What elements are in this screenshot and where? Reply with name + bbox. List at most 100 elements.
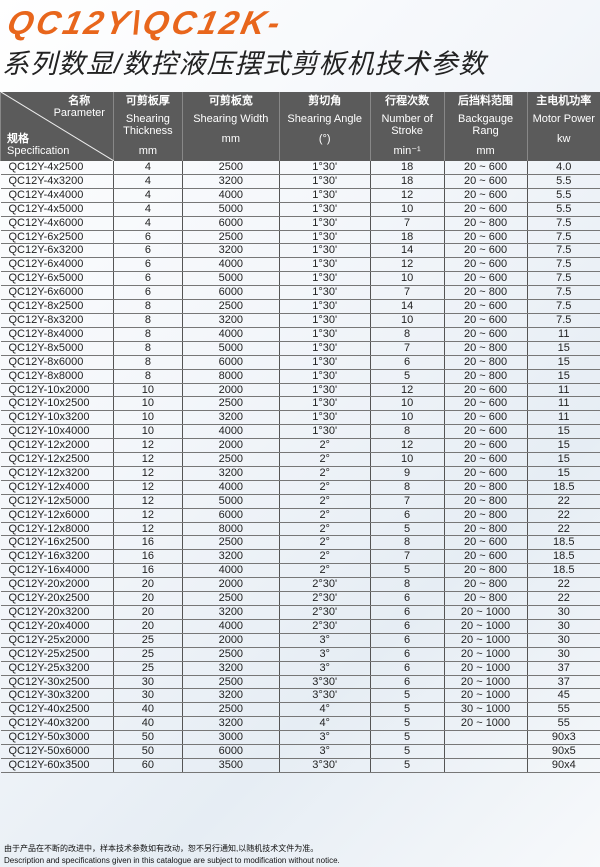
cell-model: QC12Y-20x2500 [0, 591, 114, 606]
cell-backgauge: 20 ~ 600 [443, 188, 528, 203]
cell-motor: 7.5 [526, 313, 600, 328]
cell-model: QC12Y-50x3000 [0, 730, 114, 746]
table-row: QC12Y-25x3200 25 3200 3° 6 20 ~ 1000 37 [0, 661, 600, 676]
cell-backgauge: 20 ~ 800 [443, 341, 528, 356]
parameter-en: Parameter [53, 107, 105, 119]
table-row: QC12Y-6x3200 6 3200 1°30' 14 20 ~ 600 7.5 [0, 243, 600, 259]
cell-backgauge: 20 ~ 800 [443, 494, 528, 509]
parameter-label: 名称 Parameter [54, 95, 105, 119]
cell-stroke: 14 [369, 299, 445, 314]
header-angle: 剪切角 Shearing Angle (°) [278, 92, 371, 161]
cell-motor: 5.5 [526, 188, 600, 203]
cell-backgauge: 20 ~ 1000 [443, 716, 528, 732]
cell-width: 3200 [181, 313, 280, 328]
cell-angle: 2° [278, 535, 371, 551]
cell-model: QC12Y-30x3200 [0, 688, 114, 704]
cell-motor: 18.5 [526, 549, 600, 565]
table-row: QC12Y-8x3200 8 3200 1°30' 10 20 ~ 600 7.5 [0, 313, 600, 328]
cell-motor: 18.5 [526, 535, 600, 551]
cell-model: QC12Y-10x4000 [0, 424, 114, 440]
cell-stroke: 10 [369, 396, 445, 412]
header-cn: 行程次数 [385, 95, 430, 107]
cell-motor: 11 [526, 396, 600, 412]
cell-thickness: 12 [112, 438, 183, 454]
cell-motor: 5.5 [526, 202, 600, 217]
cell-stroke: 5 [369, 563, 445, 579]
table-row: QC12Y-50x3000 50 3000 3° 5 90x3 [0, 730, 600, 746]
cell-width: 3200 [181, 243, 280, 259]
cell-motor: 15 [526, 369, 600, 384]
cell-model: QC12Y-4x5000 [0, 202, 114, 217]
table-row: QC12Y-4x2500 4 2500 1°30' 18 20 ~ 600 4.0 [0, 161, 600, 175]
cell-thickness: 12 [112, 522, 183, 537]
cell-stroke: 6 [369, 508, 445, 523]
header-en: Shearing Width [193, 113, 269, 125]
cell-motor: 15 [526, 452, 600, 467]
cell-thickness: 20 [112, 591, 183, 606]
cell-backgauge: 20 ~ 800 [443, 563, 528, 579]
header-en: Shearing Angle [287, 113, 363, 125]
cell-backgauge: 20 ~ 600 [443, 424, 528, 440]
cell-motor: 11 [526, 410, 600, 426]
table-row: QC12Y-50x6000 50 6000 3° 5 90x5 [0, 744, 600, 759]
cell-angle: 1°30' [278, 327, 371, 342]
cell-backgauge: 20 ~ 600 [443, 438, 528, 454]
cell-width: 2500 [181, 299, 280, 314]
cell-thickness: 50 [112, 730, 183, 746]
table-row: QC12Y-8x2500 8 2500 1°30' 14 20 ~ 600 7.5 [0, 299, 600, 314]
cell-width: 2500 [181, 396, 280, 412]
cell-model: QC12Y-12x3200 [0, 466, 114, 481]
spec-table: 名称 Parameter 规格 Specification 可剪板厚 Sheari… [0, 92, 600, 773]
cell-backgauge: 20 ~ 800 [443, 216, 528, 231]
header-stroke: 行程次数 Number of Stroke min⁻¹ [369, 92, 445, 161]
cell-motor: 7.5 [526, 285, 600, 301]
specification-en: Specification [7, 145, 70, 157]
cell-model: QC12Y-12x5000 [0, 494, 114, 509]
cell-width: 4000 [181, 619, 280, 634]
cell-model: QC12Y-6x4000 [0, 257, 114, 273]
cell-backgauge: 20 ~ 800 [443, 355, 528, 370]
cell-width: 2500 [181, 452, 280, 467]
cell-stroke: 5 [369, 758, 445, 773]
cell-thickness: 12 [112, 452, 183, 467]
table-row: QC12Y-30x2500 30 2500 3°30' 6 20 ~ 1000 37 [0, 675, 600, 690]
cell-thickness: 20 [112, 577, 183, 593]
cell-backgauge: 20 ~ 1000 [443, 675, 528, 690]
cell-model: QC12Y-16x2500 [0, 535, 114, 551]
cell-width: 5000 [181, 271, 280, 287]
cell-angle: 1°30' [278, 216, 371, 231]
cell-angle: 1°30' [278, 230, 371, 245]
table-row: QC12Y-4x3200 4 3200 1°30' 18 20 ~ 600 5.5 [0, 174, 600, 189]
cell-motor: 37 [526, 661, 600, 676]
cell-backgauge: 20 ~ 800 [443, 591, 528, 606]
cell-stroke: 5 [369, 730, 445, 746]
cell-model: QC12Y-40x3200 [0, 716, 114, 732]
table-row: QC12Y-6x6000 6 6000 1°30' 7 20 ~ 800 7.5 [0, 285, 600, 301]
cell-thickness: 10 [112, 410, 183, 426]
cell-angle: 1°30' [278, 174, 371, 189]
cell-model: QC12Y-8x2500 [0, 299, 114, 314]
cell-angle: 1°30' [278, 410, 371, 426]
table-row: QC12Y-12x6000 12 6000 2° 6 20 ~ 800 22 [0, 508, 600, 523]
cell-angle: 2° [278, 452, 371, 467]
cell-backgauge: 20 ~ 800 [443, 522, 528, 537]
cell-stroke: 5 [369, 522, 445, 537]
cell-stroke: 7 [369, 494, 445, 509]
cell-backgauge: 20 ~ 600 [443, 549, 528, 565]
table-row: QC12Y-12x4000 12 4000 2° 8 20 ~ 800 18.5 [0, 480, 600, 495]
cell-width: 2500 [181, 591, 280, 606]
cell-model: QC12Y-8x4000 [0, 327, 114, 342]
cell-model: QC12Y-25x2500 [0, 647, 114, 662]
cell-angle: 1°30' [278, 396, 371, 412]
cell-model: QC12Y-16x3200 [0, 549, 114, 565]
cell-width: 6000 [181, 285, 280, 301]
cell-width: 2500 [181, 161, 280, 175]
cell-stroke: 18 [369, 161, 445, 175]
table-row: QC12Y-12x8000 12 8000 2° 5 20 ~ 800 22 [0, 522, 600, 537]
cell-angle: 3° [278, 633, 371, 648]
cell-motor: 55 [526, 702, 600, 718]
cell-angle: 1°30' [278, 383, 371, 398]
page-subtitle: 系列数显/数控液压摆式剪板机技术参数 [2, 49, 487, 79]
cell-model: QC12Y-8x3200 [0, 313, 114, 328]
cell-backgauge: 20 ~ 600 [443, 313, 528, 328]
